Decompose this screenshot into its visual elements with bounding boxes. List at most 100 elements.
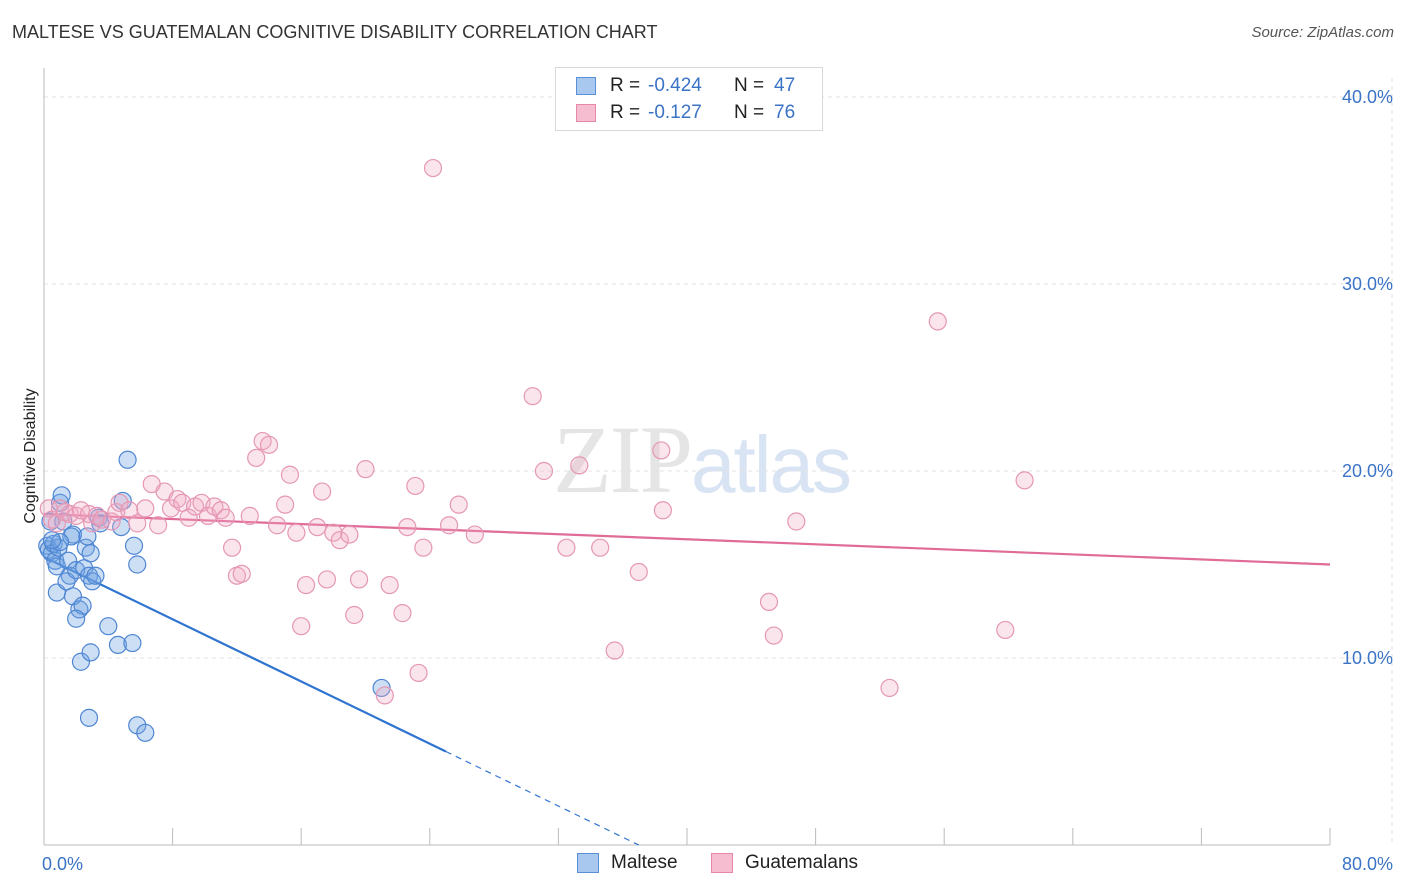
correlation-legend: R = -0.424 N = 47 R = -0.127 N = 76 [555,67,823,131]
n-label: N = [734,102,765,123]
guatemalans-point [409,663,428,683]
n-value: 76 [774,102,796,123]
guatemalans-point [1015,471,1034,490]
guatemalans-point [629,562,648,582]
maltese-point [71,652,91,671]
guatemalans-point [557,538,576,557]
maltese-point [81,544,100,563]
maltese-trend-extension [445,750,640,846]
legend-item-maltese[interactable]: Maltese [577,852,678,874]
guatemalans-point [534,461,554,481]
maltese-point [79,708,99,727]
guatemalans-point [232,564,251,583]
guatemalans-point [349,570,369,589]
guatemalans-point [570,456,589,475]
maltese-legend-swatch [577,853,599,873]
guatemalans-point [60,504,79,524]
guatemalans-point [267,516,287,535]
guatemalans-point [787,512,806,531]
y-axis-label: Cognitive Disability [22,388,39,523]
x-tick-label: 80.0% [1342,854,1393,874]
guatemalans-legend-label: Guatemalans [745,852,859,873]
maltese-point [73,596,92,615]
maltese-point [136,723,155,742]
maltese-point [42,531,62,550]
legend-item-guatemalans[interactable]: Guatemalans [711,852,858,874]
maltese-point [99,617,118,636]
guatemalans-point [240,506,259,525]
guatemalans-point [149,516,168,535]
n-value: 47 [774,75,796,96]
gridlines [44,78,1393,845]
maltese-point [123,633,142,653]
guatemalans-point [292,617,311,636]
guatemalans-point [375,686,394,705]
guatemalans-point [136,499,155,518]
legend-row-maltese: R = -0.424 N = 47 [576,73,795,99]
guatemalans-point [259,435,279,454]
guatemalans-point [928,312,947,331]
guatemalans-point [414,538,433,557]
axes [43,68,1331,846]
maltese-point [113,491,132,511]
guatemalans-point [652,441,671,460]
guatemalans-point [179,508,198,527]
guatemalans-point [280,465,300,484]
maltese-point [67,609,86,628]
n-label: N = [734,75,765,96]
maltese-point [81,643,100,662]
guatemalans-point [308,517,327,537]
x-tick-label: 0.0% [42,854,83,874]
guatemalans-point [287,523,306,542]
source-credit: Source: ZipAtlas.com [1251,24,1394,41]
r-value: -0.127 [648,102,702,123]
guatemalans-point [317,570,337,589]
maltese-point [86,566,105,585]
trend-lines [43,512,1331,846]
chart-title: MALTESE VS GUATEMALAN COGNITIVE DISABILI… [12,22,658,42]
watermark: ZIPatlas [553,404,852,515]
guatemalans-point [996,620,1015,640]
r-label: R = [610,102,641,123]
guatemalans-point [247,448,266,468]
guatemalans-point [110,493,129,512]
maltese-point [79,566,99,585]
guatemalans-point [296,575,316,595]
guatemalans-point [345,605,364,625]
data-points [38,158,1034,742]
maltese-point [128,555,147,574]
guatemalans-point [128,514,147,533]
guatemalans-point [759,592,779,612]
guatemalans-legend-swatch [711,853,733,873]
series-legend: Maltese Guatemalans [0,852,1406,878]
y-tick-label: 10.0% [1342,648,1393,668]
guatemalans-point [465,525,484,544]
legend-row-guatemalans: R = -0.127 N = 76 [576,100,795,126]
maltese-point [63,587,83,606]
watermark-atlas: atlas [691,420,852,509]
guatemalans-point [439,516,459,535]
r-value: -0.424 [648,75,702,96]
maltese-point [47,557,66,576]
guatemalans-point [591,538,610,557]
guatemalans-point [653,501,672,520]
guatemalans-point [330,531,349,550]
guatemalans-point [406,476,425,496]
guatemalans-point [605,641,624,660]
guatemalans-point [356,460,375,479]
guatemalans-point [398,517,417,537]
guatemalans-point [380,575,399,595]
maltese-point [108,635,128,655]
y-tick-label: 30.0% [1342,274,1393,294]
y-tick-label: 40.0% [1342,87,1393,107]
guatemalans-point [102,512,121,531]
guatemalans-point [120,501,139,520]
guatemalans-point [276,495,295,514]
maltese-point [76,538,95,557]
maltese-point [118,450,137,469]
maltese-point [83,572,102,591]
maltese-swatch [576,77,596,95]
guatemalans-point [880,678,899,698]
guatemalans-point [222,538,242,557]
